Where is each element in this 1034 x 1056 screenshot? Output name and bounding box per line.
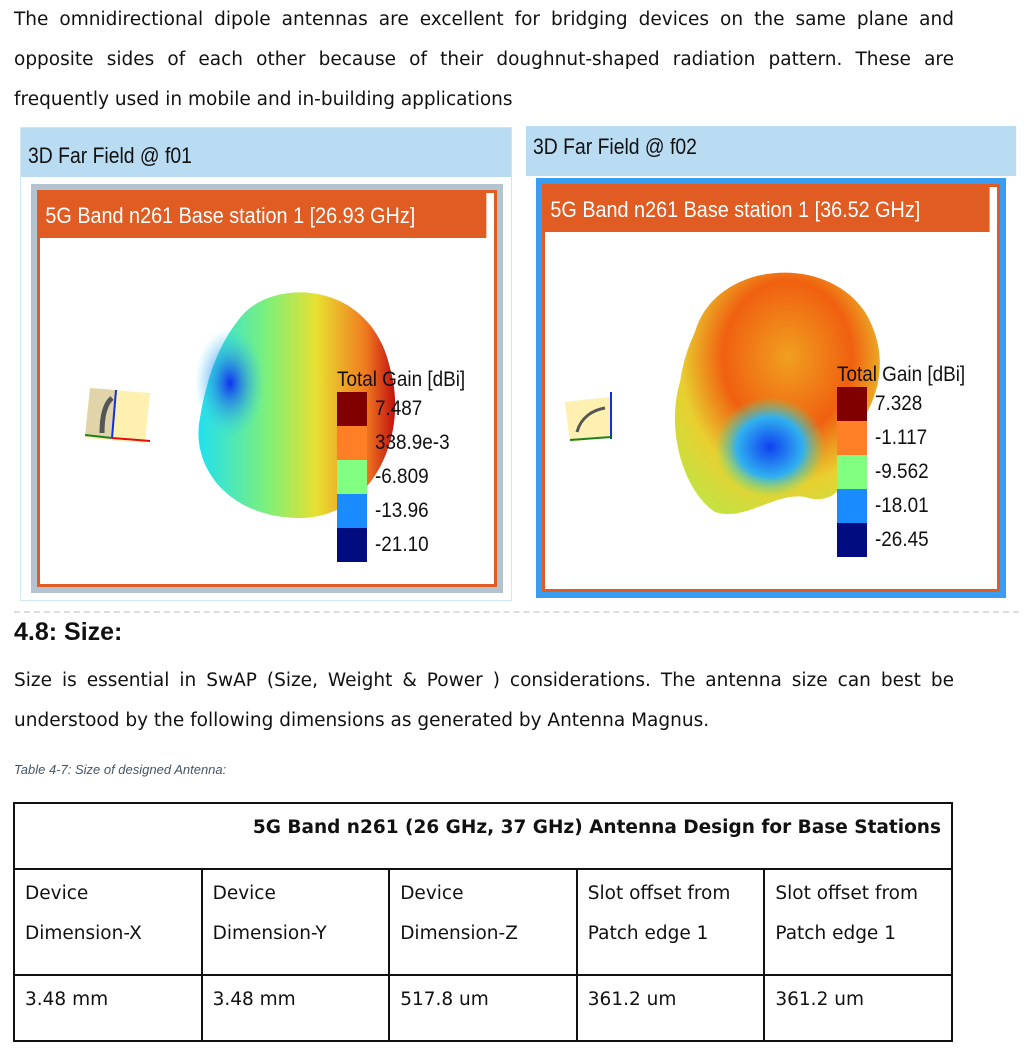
figure-header: 3D Far Field @ f02 xyxy=(526,126,1016,176)
table-caption: Table 4-7: Size of designed Antenna: xyxy=(14,762,227,777)
far-field-figure-f02: 3D Far Field @ f02 5G Band n261 Base sta… xyxy=(526,126,1016,602)
legend-swatch xyxy=(837,421,867,455)
section-heading: 4.8: Size: xyxy=(14,618,123,646)
legend-title: Total Gain [dBi] xyxy=(837,363,966,386)
intro-paragraph: The omnidirectional dipole antennas are … xyxy=(14,9,954,110)
legend-value: -18.01 xyxy=(875,494,929,517)
table-header-cell: Slot offset from Patch edge 1 xyxy=(575,868,766,976)
legend-value: 7.328 xyxy=(875,392,923,415)
legend-swatch xyxy=(837,489,867,523)
table-header-cell: Device Dimension-X xyxy=(13,868,203,976)
legend-value: -13.96 xyxy=(375,499,429,522)
legend-swatch xyxy=(337,528,367,562)
legend-value: -21.10 xyxy=(375,533,429,556)
axes-triad-icon xyxy=(565,392,613,442)
gain-legend: Total Gain [dBi] 7.328 -1.117 -9.562 -18… xyxy=(837,363,979,557)
legend-swatch xyxy=(837,523,867,557)
legend-swatch xyxy=(337,392,367,426)
legend-value: -9.562 xyxy=(875,460,929,483)
table-cell: 3.48 mm xyxy=(13,974,203,1042)
plot-title: 5G Band n261 Base station 1 [36.52 GHz] xyxy=(545,187,990,232)
table-cell: 517.8 um xyxy=(388,974,578,1042)
divider xyxy=(14,611,1019,613)
figure-header: 3D Far Field @ f01 xyxy=(21,128,511,177)
legend-swatch xyxy=(337,460,367,494)
legend-value: 338.9e-3 xyxy=(375,431,450,454)
far-field-figure-f01: 3D Far Field @ f01 5G Band n261 Base sta… xyxy=(20,127,512,601)
legend-swatch xyxy=(337,494,367,528)
table-header-cell: Device Dimension-Y xyxy=(200,868,391,976)
table-header-cell: Device Dimension-Z xyxy=(388,868,578,976)
legend-title: Total Gain [dBi] xyxy=(337,368,466,391)
table-cell: 361.2 um xyxy=(575,974,766,1042)
plot-panel: 5G Band n261 Base station 1 [26.93 GHz] xyxy=(37,190,497,587)
legend-value: -6.809 xyxy=(375,465,429,488)
legend-value: 7.487 xyxy=(375,397,423,420)
legend-swatch xyxy=(337,426,367,460)
table-row: 3.48 mm 3.48 mm 517.8 um 361.2 um 361.2 … xyxy=(13,974,953,1042)
plot-panel: 5G Band n261 Base station 1 [36.52 GHz] xyxy=(542,184,1000,592)
plot-frame: 5G Band n261 Base station 1 [26.93 GHz] xyxy=(31,184,503,593)
table-header-cell: Slot offset from Patch edge 1 xyxy=(763,868,953,976)
plot-frame: 5G Band n261 Base station 1 [36.52 GHz] xyxy=(536,178,1006,598)
table-row: Device Dimension-X Device Dimension-Y De… xyxy=(13,868,953,976)
size-paragraph: Size is essential in SwAP (Size, Weight … xyxy=(14,670,954,731)
gain-legend: Total Gain [dBi] 7.487 338.9e-3 -6.809 -… xyxy=(337,368,479,562)
table-cell: 361.2 um xyxy=(763,974,953,1042)
legend-value: -26.45 xyxy=(875,528,929,551)
legend-value: -1.117 xyxy=(875,426,928,449)
legend-swatch xyxy=(837,455,867,489)
table-title: 5G Band n261 (26 GHz, 37 GHz) Antenna De… xyxy=(13,802,953,870)
antenna-size-table: 5G Band n261 (26 GHz, 37 GHz) Antenna De… xyxy=(13,802,953,1042)
legend-swatch xyxy=(837,387,867,421)
axes-triad-icon xyxy=(84,388,151,443)
table-cell: 3.48 mm xyxy=(200,974,391,1042)
plot-title: 5G Band n261 Base station 1 [26.93 GHz] xyxy=(40,193,487,238)
radiation-pattern-3d xyxy=(565,272,880,515)
